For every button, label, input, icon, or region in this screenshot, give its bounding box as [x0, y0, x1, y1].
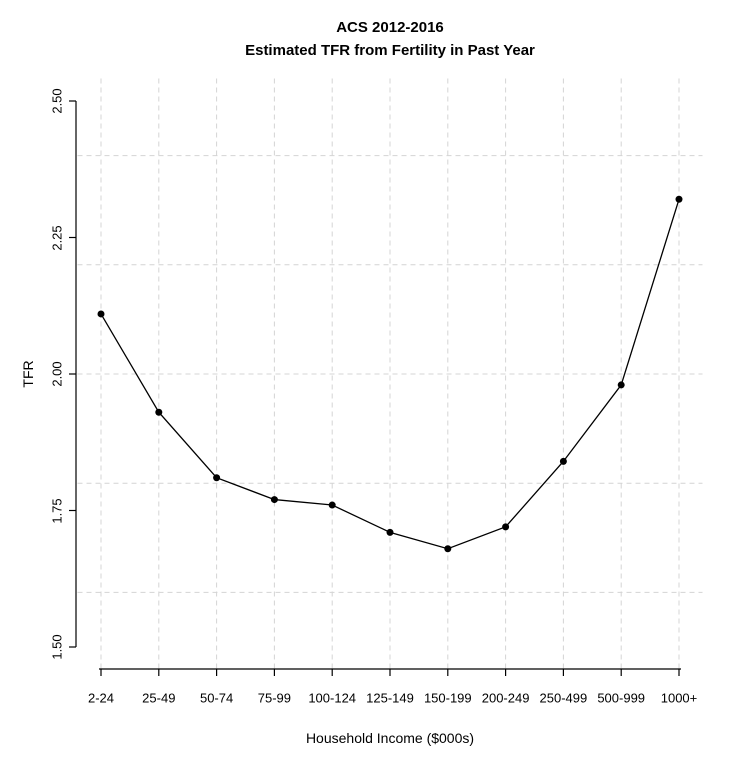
y-tick-label: 1.75 [49, 497, 65, 524]
x-tick-label: 125-149 [366, 690, 414, 706]
data-point [328, 501, 336, 509]
x-axis-title: Household Income ($000s) [305, 730, 475, 746]
x-tick-label: 500-999 [597, 690, 646, 706]
chart-subtitle: Estimated TFR from Fertility in Past Yea… [245, 42, 535, 59]
data-point [270, 496, 278, 504]
x-tick-label: 150-199 [423, 690, 472, 706]
y-tick-label: 2.50 [49, 88, 65, 114]
chart-title-block: ACS 2012-2016 Estimated TFR from Fertili… [77, 16, 703, 62]
data-point [155, 408, 163, 416]
x-tick-label: 200-249 [481, 690, 530, 706]
x-tick-label: 250-499 [539, 690, 588, 706]
y-tick-label: 2.00 [49, 361, 65, 387]
x-tick-label: 25-49 [142, 690, 176, 706]
data-point [617, 381, 625, 389]
data-point [675, 195, 683, 203]
x-tick-label: 2-24 [87, 690, 115, 706]
data-point [213, 474, 221, 482]
data-point [386, 528, 394, 536]
data-point [502, 523, 510, 531]
data-point [444, 545, 452, 553]
chart-title: ACS 2012-2016 [336, 19, 444, 36]
y-tick-label: 2.25 [49, 224, 65, 251]
x-tick-label: 1000+ [660, 690, 698, 706]
x-tick-label: 50-74 [199, 690, 234, 706]
y-axis-title: TFR [20, 360, 36, 388]
x-tick-label: 75-99 [257, 690, 292, 706]
x-tick-label: 100-124 [308, 690, 357, 706]
data-point [97, 310, 105, 318]
data-point [559, 457, 567, 465]
y-tick-label: 1.50 [49, 634, 65, 660]
